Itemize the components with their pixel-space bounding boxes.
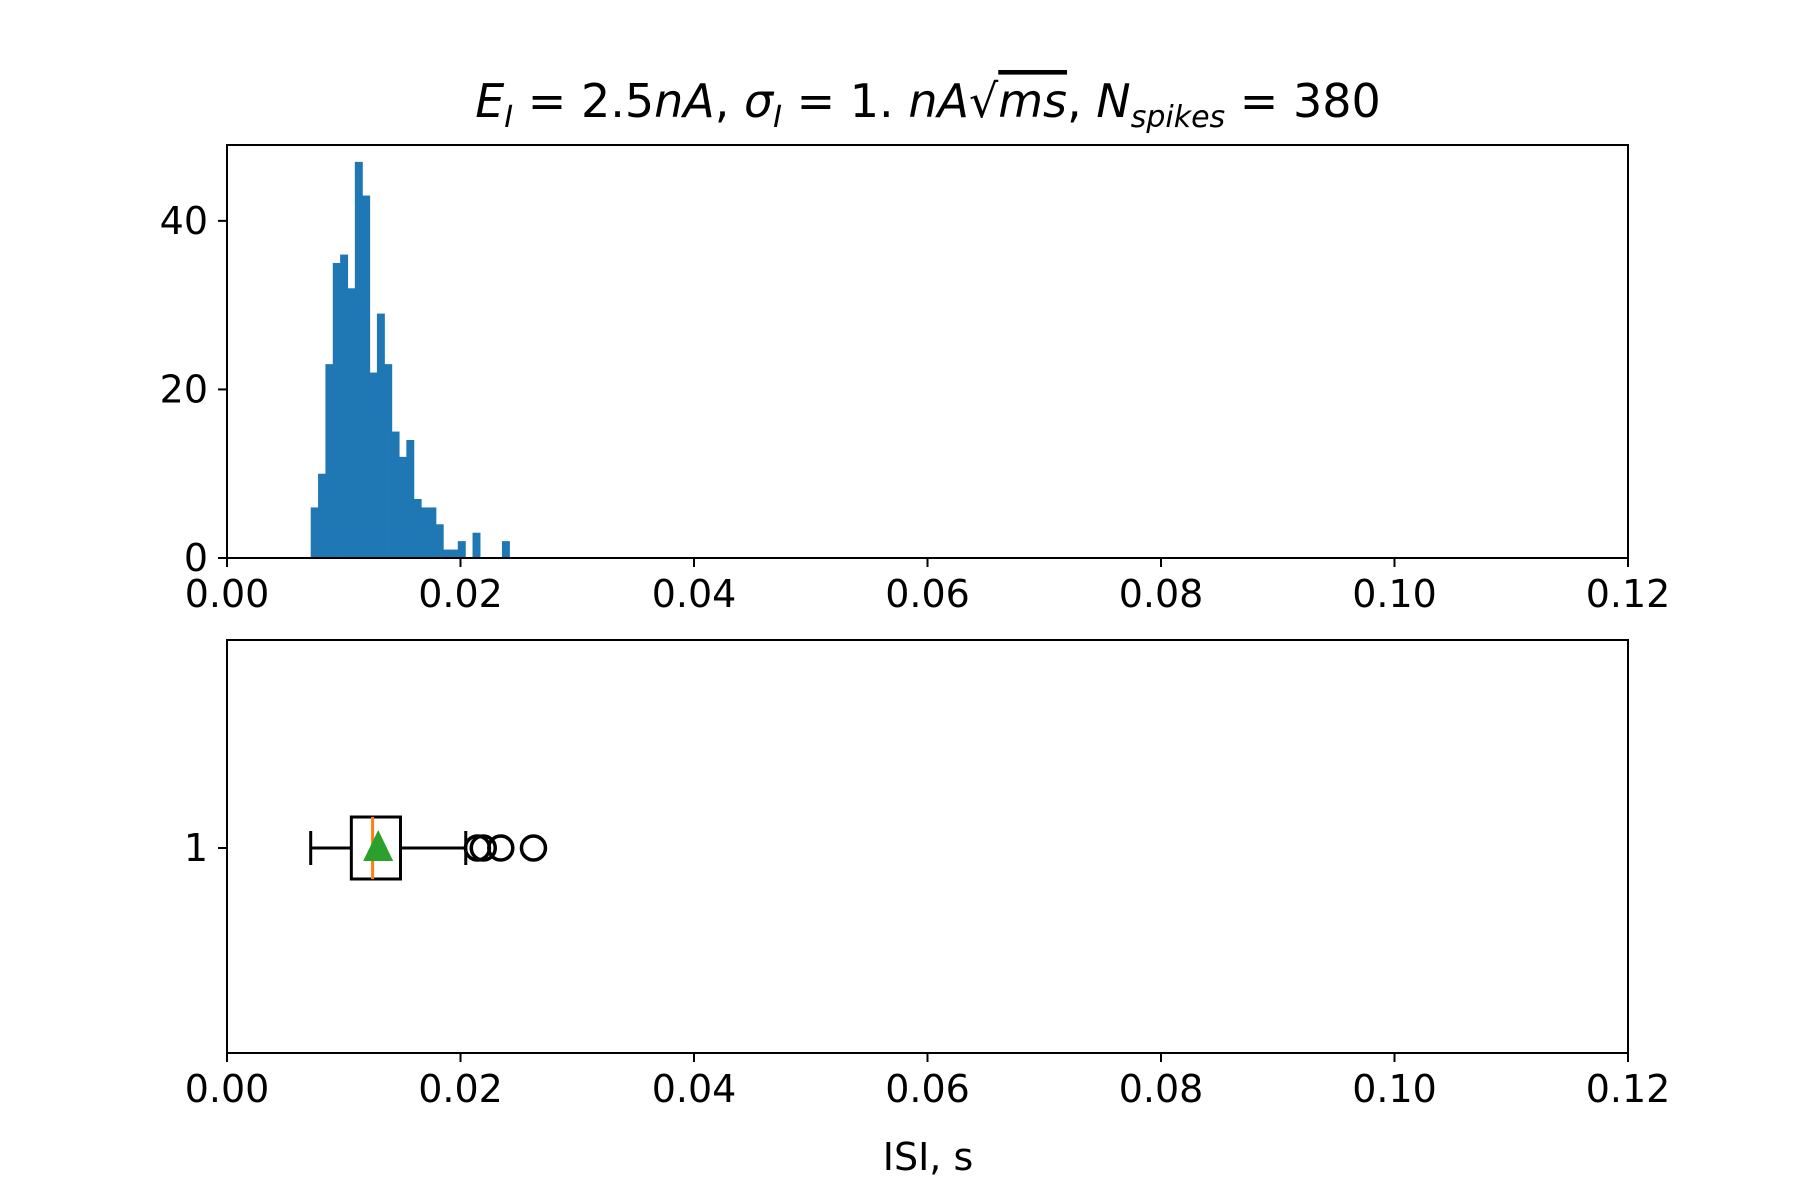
histogram-bar [376, 313, 385, 558]
x-tick-label: 0.10 [1352, 572, 1437, 616]
title-segment: = 1. [782, 74, 908, 128]
histogram-bar [501, 541, 510, 558]
histogram-bar [457, 541, 466, 558]
histogram-bar [347, 288, 356, 558]
title-segment: nA [654, 74, 715, 128]
boxplot-x-ticks: 0.00 0.02 0.04 0.06 0.08 0.10 0.12 [185, 1053, 1671, 1111]
title-segment: √ [969, 74, 999, 128]
histogram-bar [472, 532, 481, 558]
title-segment: nA [908, 74, 969, 128]
histogram-bar [362, 195, 371, 558]
histogram-bar [369, 372, 378, 558]
x-tick-label: 0.04 [652, 572, 737, 616]
title-segment: , [715, 74, 744, 128]
outlier-point [469, 834, 498, 862]
x-tick-label: 0.00 [185, 1067, 270, 1111]
y-tick-label: 1 [184, 826, 208, 870]
x-tick-label: 0.12 [1586, 572, 1671, 616]
outlier-point [487, 834, 515, 862]
box-iqr [349, 815, 402, 881]
histogram-bar [340, 254, 349, 558]
title-segment: ms [998, 74, 1067, 128]
histogram-frame [226, 144, 1629, 559]
y-tick-label: 0 [184, 536, 208, 580]
histogram-bar [318, 473, 326, 558]
histogram-bar [413, 499, 422, 558]
histogram-bar [435, 524, 444, 558]
title-segment: I [504, 100, 513, 135]
histogram-bar [406, 440, 415, 558]
histogram-y-ticks: 0 20 40 [160, 199, 227, 580]
x-tick-label: 0.12 [1586, 1067, 1671, 1111]
x-axis-label: ISI, s [883, 1135, 974, 1179]
x-tick-label: 0.00 [185, 572, 270, 616]
histogram-bars [310, 161, 510, 559]
x-tick-label: 0.04 [652, 1067, 737, 1111]
histogram-bar [421, 507, 429, 558]
mean-marker [363, 830, 394, 861]
histogram-bar [310, 507, 319, 558]
boxplot-elements [309, 815, 548, 881]
histogram-bar [398, 456, 407, 558]
x-tick-label: 0.08 [1119, 572, 1204, 616]
title-segment: I [773, 100, 782, 135]
outlier-point [519, 834, 548, 862]
boxplot-axes: 0.00 0.02 0.04 0.06 0.08 0.10 0.12 1 ISI, s [184, 639, 1671, 1179]
histogram-bar [384, 364, 393, 558]
x-tick-label: 0.02 [418, 1067, 503, 1111]
title-segment: σ [744, 74, 775, 128]
histogram-x-ticks: 0.00 0.02 0.04 0.06 0.08 0.10 0.12 [185, 558, 1671, 616]
title-segment: , [1067, 74, 1096, 128]
histogram-bar [428, 507, 437, 558]
title-segment: = 2.5 [513, 74, 654, 128]
histogram-axes: 0.00 0.02 0.04 0.06 0.08 0.10 0.12 0 20 40 [160, 144, 1671, 616]
y-tick-label: 20 [160, 367, 208, 411]
title-segment: E [475, 74, 504, 128]
x-tick-label: 0.06 [885, 1067, 970, 1111]
title-segment: N [1096, 74, 1130, 128]
boxplot-frame [226, 639, 1629, 1054]
title-segment: = 380 [1225, 74, 1381, 128]
histogram-bar [450, 549, 459, 558]
title-segment: spikes [1131, 100, 1225, 135]
chart-title: EI = 2.5nA, σI = 1. nA√ms, Nspikes = 380 [475, 74, 1381, 135]
x-tick-label: 0.08 [1119, 1067, 1204, 1111]
x-tick-label: 0.06 [885, 572, 970, 616]
histogram-bar [332, 263, 341, 558]
histogram-bar [354, 161, 363, 559]
x-tick-label: 0.02 [418, 572, 503, 616]
histogram-bar [325, 364, 334, 558]
y-tick-label: 40 [160, 199, 208, 243]
histogram-bar [443, 549, 452, 558]
boxplot-y-ticks: 1 [184, 826, 227, 870]
histogram-bar [391, 431, 400, 558]
x-tick-label: 0.10 [1352, 1067, 1437, 1111]
